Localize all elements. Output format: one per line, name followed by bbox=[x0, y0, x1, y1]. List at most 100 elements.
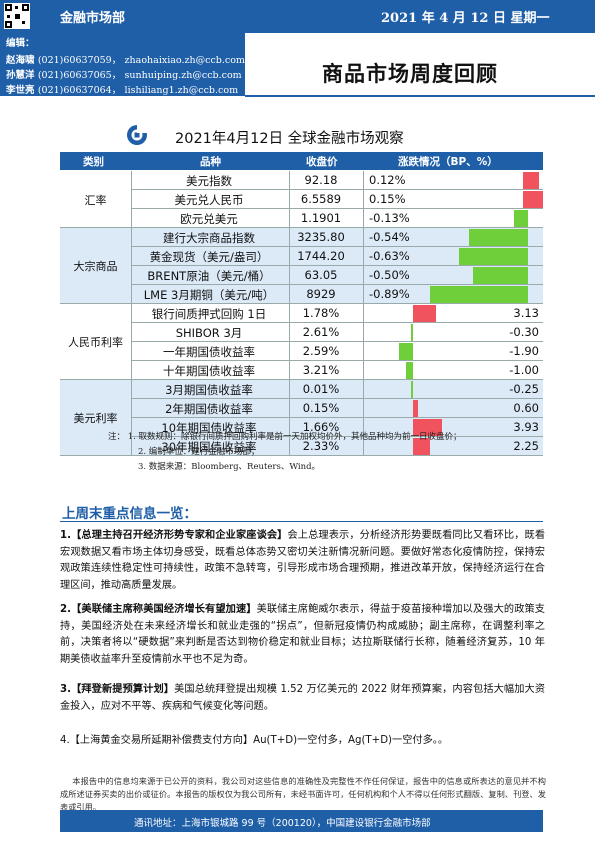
close-value: 63.05 bbox=[304, 268, 338, 282]
increase-bar bbox=[523, 172, 539, 189]
group-label: 大宗商品 bbox=[60, 228, 131, 304]
item-name: 10年期国债收益率 bbox=[161, 421, 257, 435]
editor-row: 赵海啸 (021)60637059， zhaohaixiao.zh@ccb.co… bbox=[6, 55, 245, 66]
grid-line bbox=[131, 208, 543, 209]
item-name: 2年期国债收益率 bbox=[165, 402, 253, 416]
column-header: 类别 bbox=[83, 156, 104, 168]
close-value: 3235.80 bbox=[297, 230, 345, 244]
table-row: 建行大宗商品指数 3235.80 -0.54% bbox=[131, 228, 543, 247]
change-value: 0.15% bbox=[369, 192, 406, 206]
decrease-bar bbox=[430, 286, 528, 303]
group-label: 美元利率 bbox=[60, 380, 131, 456]
table-row: 十年期国债收益率 3.21% -1.00 bbox=[131, 361, 543, 380]
close-value: 1.66% bbox=[302, 420, 340, 434]
close-value: 2.61% bbox=[302, 325, 340, 339]
table-row: 美元兑人民币 6.5589 0.15% bbox=[131, 190, 543, 209]
change-value: 3.13 bbox=[513, 306, 539, 320]
table-row: 2年期国债收益率 0.15% 0.60 bbox=[131, 399, 543, 418]
close-value: 2.33% bbox=[302, 439, 340, 453]
close-value: 0.15% bbox=[302, 401, 340, 415]
increase-bar bbox=[413, 419, 443, 436]
table-notes: 注： 1. 取数规则：除银行间质押回购利率是前一天加权均价外，其他品种均为前一日… bbox=[108, 430, 462, 475]
change-value: 3.93 bbox=[513, 420, 539, 434]
table-row: 银行间质押式回购 1日 1.78% 3.13 bbox=[131, 304, 543, 323]
close-value: 92.18 bbox=[304, 173, 338, 187]
grid-line bbox=[60, 455, 543, 456]
item-name: 3月期国债收益率 bbox=[165, 383, 253, 397]
item-name: 30年期国债收益率 bbox=[161, 440, 257, 454]
footer-bar bbox=[60, 810, 543, 832]
disclaimer: 本报告中的信息均来源于已公开的资料，我公司对这些信息的准确性及完整性不作任何保证… bbox=[60, 776, 546, 812]
item-name: 欧元兑美元 bbox=[180, 212, 238, 226]
item-name: 一年期国债收益率 bbox=[163, 345, 255, 359]
divider bbox=[60, 521, 543, 522]
table-row: LME 3月期铜（美元/吨） 8929 -0.89% bbox=[131, 285, 543, 304]
grid-line bbox=[131, 360, 543, 361]
grid-line bbox=[363, 171, 364, 456]
grid-line bbox=[131, 284, 543, 285]
editors-label: 编辑： bbox=[6, 38, 35, 49]
news-item: 2.【美联储主席称美国经济增长有望加速】美联储主席鲍威尔表示，得益于疫苗接种增加… bbox=[60, 604, 545, 665]
table-row: SHIBOR 3月 2.61% -0.30 bbox=[131, 323, 543, 342]
decrease-bar bbox=[513, 210, 528, 227]
editors-block: 编辑： 赵海啸 (021)60637059， zhaohaixiao.zh@cc… bbox=[0, 32, 245, 96]
ccb-logo-icon bbox=[127, 124, 149, 145]
column-header: 品种 bbox=[200, 156, 221, 168]
decrease-bar bbox=[411, 381, 413, 398]
news-item: 1.【总理主持召开经济形势专家和企业家座谈会】会上总理表示，分析经济形势要既看同… bbox=[60, 530, 546, 591]
department-name: 金融市场部 bbox=[60, 11, 126, 26]
item-name: 美元兑人民币 bbox=[174, 193, 244, 207]
group-label: 人民币利率 bbox=[60, 304, 131, 380]
close-value: 0.01% bbox=[302, 382, 340, 396]
note-line: 3. 数据来源：Bloomberg、Reuters、Wind。 bbox=[138, 462, 321, 472]
increase-bar bbox=[413, 305, 437, 322]
grid-line bbox=[131, 265, 543, 266]
table-row: 10年期国债收益率 1.66% 3.93 bbox=[131, 418, 543, 437]
increase-bar bbox=[413, 438, 430, 455]
change-value: -1.90 bbox=[509, 344, 539, 358]
table-row: 黄金现货（美元/盎司） 1744.20 -0.63% bbox=[131, 247, 543, 266]
change-value: -0.13% bbox=[369, 211, 410, 225]
news-item: 3.【拜登新提预算计划】美国总统拜登提出规模 1.52 万亿美元的 2022 财… bbox=[60, 684, 546, 712]
close-value: 1.78% bbox=[302, 306, 340, 320]
grid-line bbox=[131, 436, 543, 437]
item-name: 黄金现货（美元/盎司） bbox=[149, 250, 269, 264]
decrease-bar bbox=[405, 362, 413, 379]
section-title: 上周末重点信息一览： bbox=[62, 506, 197, 522]
decrease-bar bbox=[468, 229, 528, 246]
close-value: 6.5589 bbox=[300, 192, 342, 206]
column-header: 收盘价 bbox=[306, 156, 338, 168]
change-value: 0.60 bbox=[513, 401, 539, 415]
qr-code-icon bbox=[4, 3, 30, 29]
close-value: 1744.20 bbox=[297, 249, 345, 263]
close-value: 3.21% bbox=[302, 363, 340, 377]
close-value: 8929 bbox=[306, 287, 336, 301]
report-date: 2021 年 4 月 12 日 星期一 bbox=[381, 11, 550, 26]
change-value: -0.50% bbox=[369, 268, 410, 282]
grid-line bbox=[289, 171, 290, 456]
change-value: 2.25 bbox=[513, 439, 539, 453]
grid-line bbox=[131, 171, 132, 456]
change-value: 0.12% bbox=[369, 173, 406, 187]
change-value: -0.30 bbox=[509, 325, 539, 339]
editor-row: 李世亮 (021)60637064， lishiliang1.zh@ccb.co… bbox=[6, 85, 239, 96]
grid-line bbox=[60, 227, 543, 228]
grid-line bbox=[131, 398, 543, 399]
decrease-bar bbox=[473, 267, 528, 284]
item-name: BRENT原油（美元/桶） bbox=[147, 269, 271, 283]
item-name: 十年期国债收益率 bbox=[163, 364, 255, 378]
table-row: 欧元兑美元 1.1901 -0.13% bbox=[131, 209, 543, 228]
item-name: 银行间质押式回购 1日 bbox=[151, 307, 267, 321]
decrease-bar bbox=[458, 248, 528, 265]
table-row: 3月期国债收益率 0.01% -0.25 bbox=[131, 380, 543, 399]
grid-line bbox=[131, 341, 543, 342]
note-line: 2. 编制单位：建行金融市场部； bbox=[138, 447, 260, 457]
grid-line bbox=[131, 189, 543, 190]
grid-line bbox=[60, 303, 543, 304]
report-title: 商品市场周度回顾 bbox=[322, 62, 498, 86]
table-title: 2021年4月12日 全球金融市场观察 bbox=[175, 131, 404, 147]
divider bbox=[245, 95, 595, 97]
divider bbox=[245, 32, 595, 33]
change-value: -0.54% bbox=[369, 230, 410, 244]
change-value: -1.00 bbox=[509, 363, 539, 377]
